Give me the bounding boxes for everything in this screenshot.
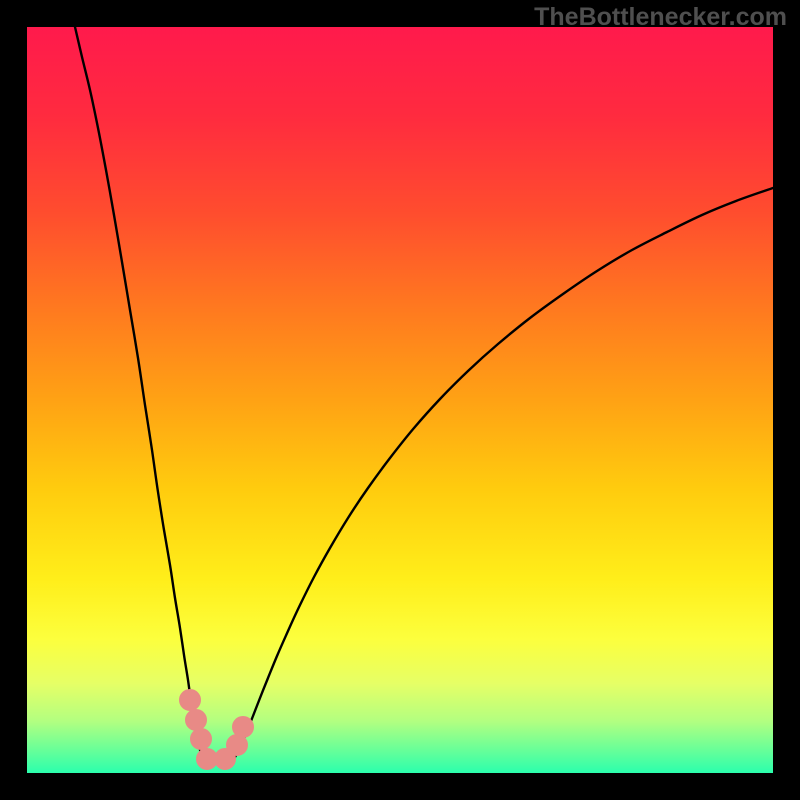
curve-right xyxy=(233,188,773,760)
watermark-text: TheBottlenecker.com xyxy=(534,3,787,32)
bottleneck-chart-svg xyxy=(0,0,800,800)
data-marker xyxy=(180,690,201,711)
curve-left xyxy=(75,27,207,760)
data-marker xyxy=(191,729,212,750)
data-marker xyxy=(233,717,254,738)
data-marker xyxy=(186,710,207,731)
